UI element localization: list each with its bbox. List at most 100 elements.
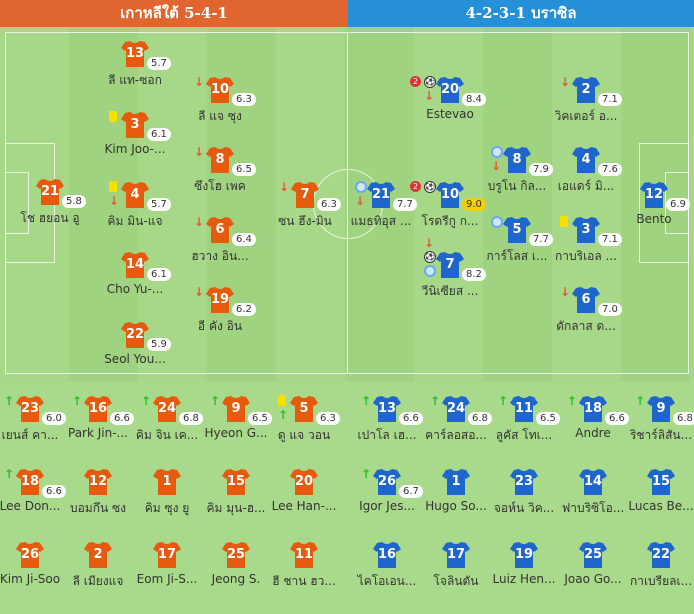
- away-bench-player[interactable]: 9 6.8 ริชาร์ลิสัน... ↑: [616, 395, 694, 442]
- home-bench-player[interactable]: 5 6.3 ดู แจ วอน ↑: [259, 395, 349, 442]
- away-player[interactable]: 2 7.1 วิคเตอร์ อ... ↓: [541, 76, 631, 123]
- away-player[interactable]: 3 7.1 กาบริเอล ...: [541, 216, 631, 263]
- away-player[interactable]: 8 7.9 บรูโน กิล... ↓: [472, 146, 562, 193]
- away-player[interactable]: 10 9.0 โรดรีกู ก... 2 ⚽: [405, 181, 495, 228]
- substituted-off-arrow-icon: ↓: [491, 159, 502, 173]
- home-bench-player[interactable]: 15 คิม มุน-ฮ...: [191, 468, 281, 515]
- player-name: Kim Joo-...: [104, 142, 166, 156]
- away-bench-player[interactable]: 17 โจลินตัน: [411, 541, 501, 588]
- shirt-icon: 1: [442, 468, 470, 496]
- home-bench-player[interactable]: 18 6.6 Lee Don... ↑: [0, 468, 75, 514]
- home-player[interactable]: 7 6.3 ซน ฮึง-มิน ↓: [260, 180, 350, 228]
- substituted-off-arrow-icon: ↓: [560, 285, 571, 299]
- substituted-off-arrow-icon: ↓: [424, 236, 435, 250]
- home-player[interactable]: 3 6.1 Kim Joo-...: [90, 111, 180, 157]
- player-name: ฮี ชาน ฮว...: [272, 574, 336, 588]
- away-bench-player[interactable]: 26 6.7 Igor Jes... ↑: [342, 468, 432, 514]
- shirt-number: 17: [446, 547, 466, 562]
- away-player[interactable]: 7 8.2 วีนิเซียส ... ↓ ⚽: [405, 237, 495, 298]
- home-player[interactable]: 14 6.1 Cho Yu-...: [90, 251, 180, 297]
- away-bench-player[interactable]: 19 Luiz Hen...: [479, 541, 569, 587]
- shirt-number: 4: [581, 152, 591, 167]
- player-rating: 6.7: [399, 485, 423, 498]
- away-player[interactable]: 21 7.7 แมธทิอุส ... ↓: [336, 181, 426, 228]
- home-player[interactable]: 10 6.3 ลี แจ ซุง ↓: [175, 76, 265, 123]
- player-rating: 6.5: [536, 412, 560, 425]
- shirt-icon: 14: [579, 468, 607, 496]
- player-name: Lee Don...: [0, 499, 61, 513]
- away-bench-player[interactable]: 15 Lucas Be...: [616, 468, 694, 514]
- player-rating: 6.8: [673, 412, 694, 425]
- shirt-number: 1: [451, 474, 461, 489]
- shirt-icon: 18: [16, 468, 44, 496]
- goal-count-badge: 2: [410, 181, 421, 192]
- home-player[interactable]: 21 5.8 โช ฮยอน อู: [5, 178, 95, 225]
- home-bench-player[interactable]: 11 ฮี ชาน ฮว...: [259, 541, 349, 588]
- home-player[interactable]: 22 5.9 Seol You...: [90, 321, 180, 367]
- yellow-card-icon: [109, 111, 117, 122]
- shirt-icon: 14: [121, 251, 149, 279]
- home-player[interactable]: 6 6.4 ฮวาง อิน... ↓: [175, 216, 265, 263]
- player-name: Jeong S.: [211, 572, 261, 586]
- shirt-number: 2: [581, 82, 591, 97]
- shirt-icon: 6: [572, 286, 600, 314]
- shirt-icon: 10: [206, 76, 234, 104]
- home-bench-player[interactable]: 25 Jeong S.: [191, 541, 281, 587]
- substituted-on-arrow-icon: ↑: [361, 394, 372, 408]
- shirt-icon: 15: [647, 468, 675, 496]
- shirt-number: 26: [20, 547, 40, 562]
- shirt-icon: 11: [510, 395, 538, 423]
- home-bench-player[interactable]: 17 Eom Ji-S...: [122, 541, 212, 587]
- away-player[interactable]: 6 7.0 ดักลาส ด... ↓: [541, 285, 631, 333]
- shirt-icon: 3: [572, 216, 600, 244]
- home-player[interactable]: 4 5.7 คิม มิน-แจ ↓: [90, 181, 180, 228]
- player-name: การ์โลส เ...: [486, 249, 548, 263]
- shirt-icon: 23: [16, 395, 44, 423]
- home-bench-player[interactable]: 9 6.5 Hyeon G... ↑: [191, 395, 281, 441]
- away-bench-player[interactable]: 13 6.6 เปาโล เฮ... ↑: [342, 394, 432, 442]
- home-player[interactable]: 13 5.7 ลี แท-ซอก: [90, 40, 180, 87]
- shirt-icon: 22: [121, 321, 149, 349]
- away-player[interactable]: 12 6.9 Bento: [609, 181, 694, 227]
- substituted-on-arrow-icon: ↑: [278, 408, 289, 422]
- home-bench-player[interactable]: 26 Kim Ji-Soo: [0, 541, 75, 587]
- substituted-off-arrow-icon: ↓: [194, 145, 205, 159]
- away-player[interactable]: 4 7.6 เอแดร์ มิ...: [541, 146, 631, 193]
- home-bench-player[interactable]: 1 คิม ซุง ยู: [122, 468, 212, 515]
- home-bench-player[interactable]: 2 ลี เมียงแจ: [53, 541, 143, 588]
- away-bench-player[interactable]: 24 6.8 คาร์ลอสอ... ↑: [411, 395, 501, 442]
- shirt-number: 22: [125, 327, 145, 342]
- shirt-number: 26: [377, 474, 397, 489]
- substituted-on-arrow-icon: ↑: [4, 394, 15, 408]
- home-bench-player[interactable]: 24 6.8 คิม จิน เค... ↑: [122, 395, 212, 442]
- substituted-on-arrow-icon: ↑: [361, 467, 372, 481]
- home-bench-player[interactable]: 16 6.6 Park Jin-... ↑: [53, 395, 143, 441]
- away-bench-player[interactable]: 23 จอห์น วิค...: [479, 468, 569, 515]
- away-bench-player[interactable]: 1 Hugo So...: [411, 468, 501, 514]
- player-rating: 8.2: [462, 268, 486, 281]
- home-bench-player[interactable]: 20 Lee Han-...: [259, 468, 349, 514]
- away-bench-player[interactable]: 14 ฟาบริซิโอ...: [548, 468, 638, 515]
- substituted-on-arrow-icon: ↑: [4, 467, 15, 481]
- player-rating: 5.9: [147, 338, 171, 351]
- shirt-icon: 3: [121, 111, 149, 139]
- away-bench-player[interactable]: 16 ไคโอเอน...: [342, 541, 432, 588]
- player-name: ไคโอเอน...: [357, 574, 417, 588]
- shirt-icon: 4: [121, 181, 149, 209]
- assist-icon: [491, 216, 503, 228]
- away-bench-player[interactable]: 22 กาเบรียลเ...: [616, 541, 694, 588]
- away-bench-player[interactable]: 11 6.5 ลูคัส โทเ... ↑: [479, 395, 569, 442]
- shirt-icon: 13: [121, 40, 149, 68]
- player-name: ซึงโฮ เพค: [194, 179, 246, 193]
- shirt-number: 19: [210, 292, 230, 307]
- player-name: คิม จิน เค...: [135, 428, 199, 442]
- away-player[interactable]: 5 7.7 การ์โลส เ...: [472, 216, 562, 263]
- home-player[interactable]: 19 6.2 อี คัง อิน ↓: [175, 286, 265, 333]
- away-bench-player[interactable]: 18 6.6 Andre ↑: [548, 395, 638, 441]
- home-bench-player[interactable]: 12 บอมกึน ซง: [53, 468, 143, 515]
- away-player[interactable]: 20 8.4 Estevao 2 ⚽ ↓: [405, 76, 495, 122]
- substituted-off-arrow-icon: ↓: [279, 180, 290, 194]
- home-player[interactable]: 8 6.5 ซึงโฮ เพค ↓: [175, 145, 265, 193]
- away-bench-player[interactable]: 25 Joao Go...: [548, 541, 638, 587]
- home-bench-player[interactable]: 23 6.0 เยนส์ คา... ↑: [0, 394, 75, 442]
